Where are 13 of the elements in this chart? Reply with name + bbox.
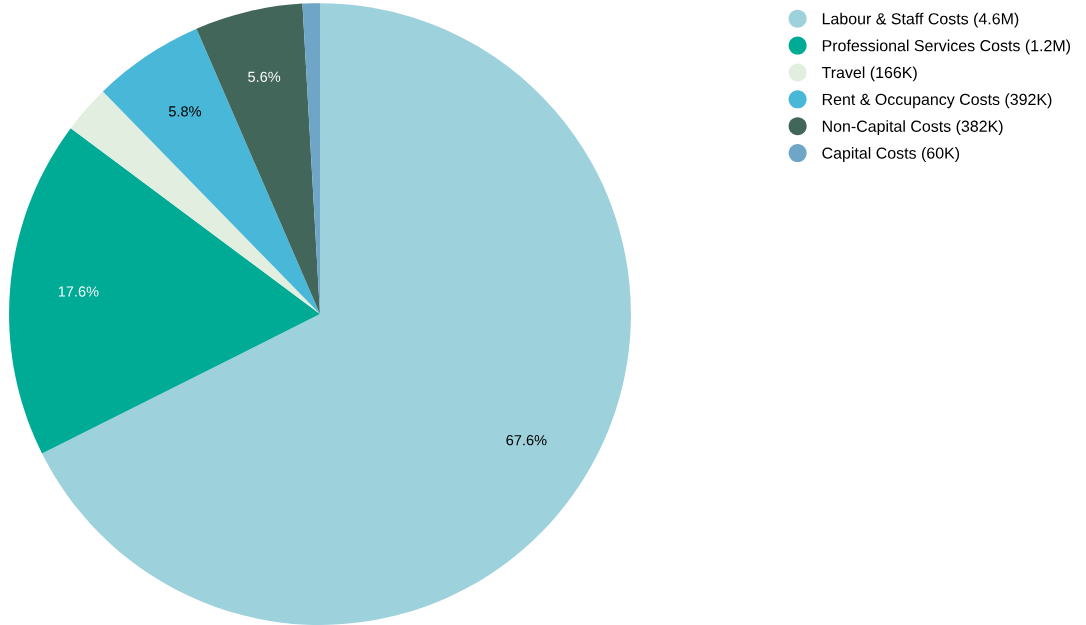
legend-label: Rent & Occupancy Costs (392K) xyxy=(822,93,1052,109)
pie-slice xyxy=(42,3,631,625)
data-label: 5.8% xyxy=(168,106,202,117)
legend-label: Travel (166K) xyxy=(821,66,917,82)
data-label: 67.6% xyxy=(506,435,547,446)
data-label: 17.6% xyxy=(58,286,99,297)
legend-label: Non-Capital Costs (382K) xyxy=(822,120,1003,136)
pie-slice xyxy=(9,128,320,454)
data-label: 5.6% xyxy=(248,71,281,82)
pie-slice xyxy=(102,28,320,315)
legend-label: Professional Services Costs (1.2M) xyxy=(822,39,1071,55)
legend-label: Capital Costs (60K) xyxy=(822,147,960,162)
legend-label: Labour & Staff Costs (4.6M) xyxy=(822,12,1019,28)
